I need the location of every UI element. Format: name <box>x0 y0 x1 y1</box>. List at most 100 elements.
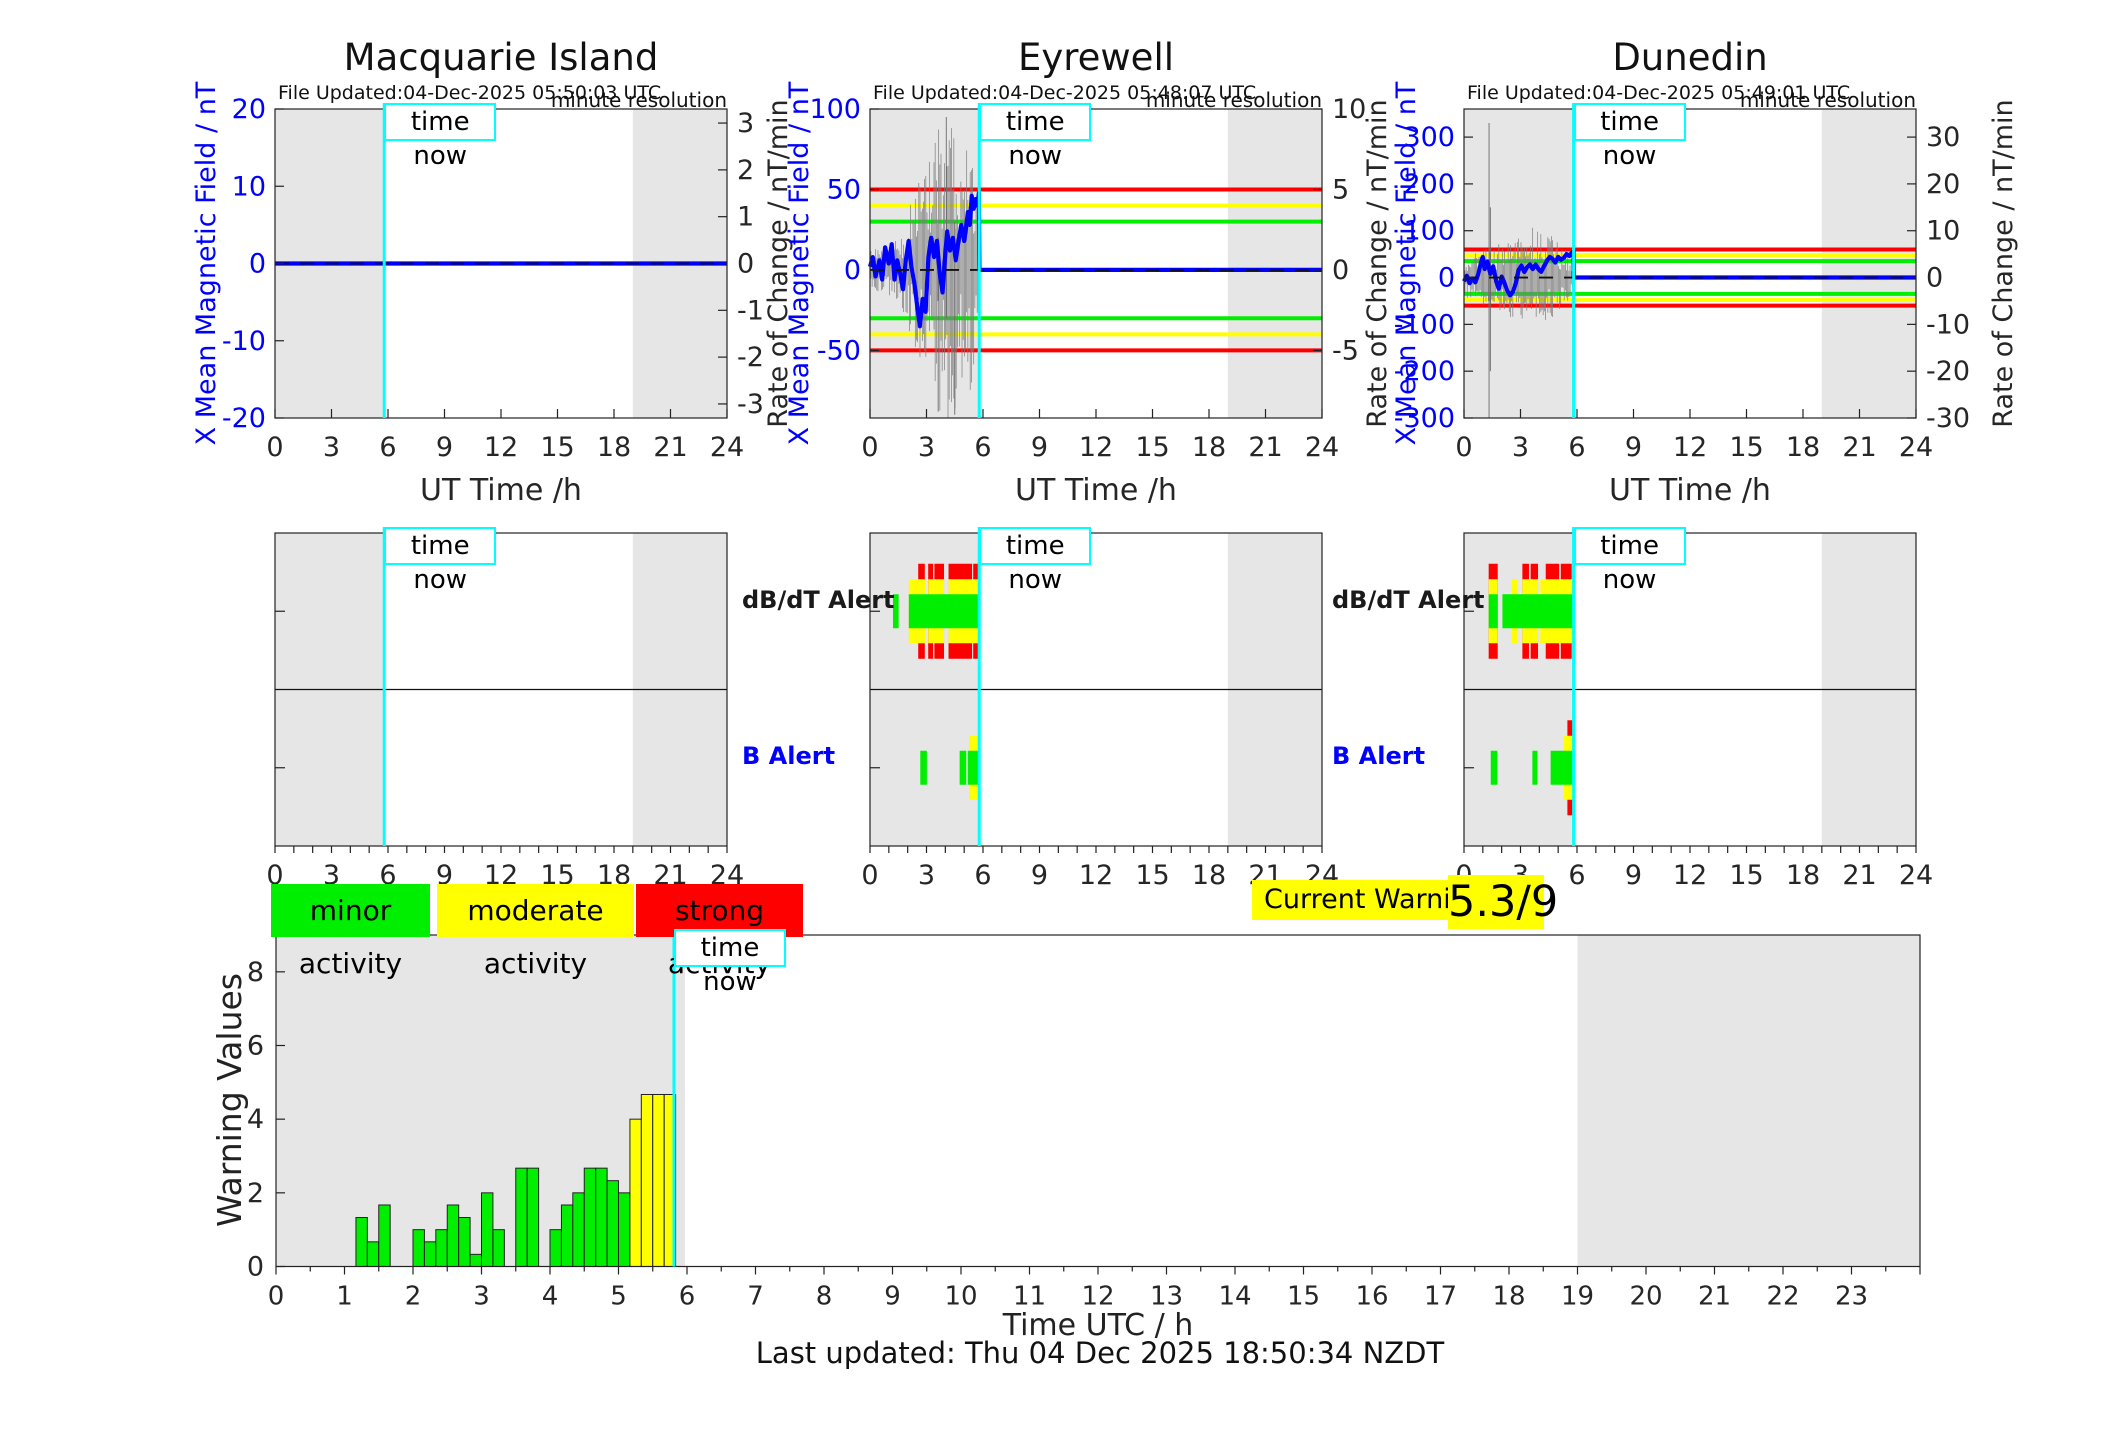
x-tick-label: 24 <box>1305 432 1339 463</box>
x-tick-label: 2 <box>405 1282 422 1312</box>
station-title-eyrewell: Eyrewell <box>1017 36 1175 79</box>
x-tick-label: 3 <box>323 860 340 891</box>
x-tick-label: 0 <box>861 860 878 891</box>
warning-value-bar <box>435 1229 448 1267</box>
x-tick-label: 20 <box>1629 1282 1662 1312</box>
left-axis-tick-label: 100 <box>1403 216 1455 247</box>
x-tick-label: 0 <box>266 860 283 891</box>
warning-value-bar <box>458 1217 471 1268</box>
x-tick-label: 12 <box>484 432 518 463</box>
x-tick-label: 0 <box>266 432 283 463</box>
x-tick-label: 3 <box>473 1282 490 1312</box>
right-axis-tick-label: -2 <box>737 342 764 373</box>
left-axis-tick-label: -200 <box>1394 356 1455 387</box>
x-tick-label: 6 <box>1568 432 1585 463</box>
right-axis-tick-label: 10 <box>1332 94 1366 125</box>
y-tick-label: 0 <box>247 1252 264 1283</box>
x-tick-label: 6 <box>679 1282 696 1312</box>
x-tick-label: 15 <box>1135 432 1169 463</box>
x-tick-label: 24 <box>1899 432 1933 463</box>
x-tick-label: 15 <box>1729 432 1763 463</box>
file-updated-macquarie: File Updated:04-Dec-2025 05:50:03 UTC <box>278 82 662 104</box>
x-tick-label: 18 <box>1786 860 1820 891</box>
left-axis-tick-label: 0 <box>249 249 266 280</box>
resolution-note-dunedin: minute resolution <box>1739 88 1916 112</box>
x-axis-label: UT Time /h <box>420 473 582 508</box>
file-updated-dunedin: File Updated:04-Dec-2025 05:49:01 UTC <box>1467 82 1851 104</box>
x-tick-label: 6 <box>1568 860 1585 891</box>
time-now-flag: time now <box>1573 527 1686 595</box>
legend-minor-activity: minor activity <box>271 884 430 980</box>
resolution-note-macquarie: minute resolution <box>550 88 727 112</box>
x-tick-label: 12 <box>1673 432 1707 463</box>
left-axis-tick-label: 200 <box>1403 169 1455 200</box>
warning-value-bar <box>583 1167 597 1268</box>
x-tick-label: 5 <box>610 1282 627 1312</box>
left-axis-tick-label: 10 <box>232 171 266 202</box>
left-axis-label: X Mean Magnetic Field / nT <box>191 81 222 445</box>
x-tick-label: 6 <box>379 432 396 463</box>
resolution-note-eyrewell: minute resolution <box>1145 88 1322 112</box>
b-green-alert-interval <box>959 750 967 785</box>
warning-value-bar <box>446 1204 460 1267</box>
warning-value-bar <box>355 1217 368 1268</box>
x-tick-label: 24 <box>1899 860 1933 891</box>
time-utc-axis-label: Time UTC / h <box>1002 1308 1194 1343</box>
b-alert-label-2: B Alert <box>1332 742 1426 770</box>
b-green-alert-interval <box>1550 750 1576 785</box>
x-tick-label: 0 <box>861 432 878 463</box>
file-updated-eyrewell: File Updated:04-Dec-2025 05:48:07 UTC <box>873 82 1257 104</box>
x-tick-label: 15 <box>1729 860 1763 891</box>
legend-moderate-activity: moderate activity <box>437 884 634 980</box>
warning-value-bar <box>515 1167 528 1268</box>
right-axis-tick-label: -20 <box>1926 356 1970 387</box>
left-axis-tick-label: -50 <box>817 335 861 366</box>
x-tick-label: 9 <box>1625 860 1642 891</box>
right-axis-tick-label: 3 <box>737 108 754 139</box>
warning-value-bar <box>640 1093 654 1267</box>
x-tick-label: 9 <box>1625 432 1642 463</box>
right-axis-tick-label: 0 <box>1926 263 1943 294</box>
time-now-flag: time now <box>384 103 497 171</box>
off-hours-shading <box>1577 935 1920 1267</box>
warning-value-bar <box>652 1093 665 1267</box>
x-axis-label: UT Time /h <box>1015 473 1177 508</box>
left-axis-tick-label: 0 <box>844 255 861 286</box>
right-axis-tick-label: 0 <box>1332 255 1349 286</box>
x-tick-label: 6 <box>974 432 991 463</box>
x-tick-label: 12 <box>1081 1282 1114 1312</box>
x-tick-label: 9 <box>436 860 453 891</box>
off-hours-shading <box>1227 109 1322 418</box>
x-tick-label: 18 <box>1492 1282 1525 1312</box>
x-tick-label: 7 <box>747 1282 764 1312</box>
x-tick-label: 0 <box>1455 432 1472 463</box>
warning-value-bar <box>481 1192 494 1268</box>
warning-value-bar <box>629 1118 642 1267</box>
x-tick-label: 18 <box>597 432 631 463</box>
dbdt-alert-label-1: dB/dT Alert <box>742 586 895 614</box>
right-axis-tick-label: 5 <box>1332 174 1349 205</box>
y-tick-label: 4 <box>247 1104 264 1135</box>
right-axis-label: Rate of Change / nT/min <box>763 99 794 427</box>
right-axis-tick-label: 1 <box>737 202 754 233</box>
x-tick-label: 23 <box>1835 1282 1868 1312</box>
x-tick-label: 3 <box>918 432 935 463</box>
warning-value-bar <box>618 1192 631 1268</box>
b-green-alert-interval <box>1490 750 1498 785</box>
x-tick-label: 21 <box>1842 860 1876 891</box>
right-axis-tick-label: -3 <box>737 389 764 420</box>
left-axis-label: X Mean Magnetic Field / nT <box>1391 81 1422 445</box>
right-axis-tick-label: -1 <box>737 295 764 326</box>
x-tick-label: 15 <box>540 432 574 463</box>
left-axis-tick-label: 300 <box>1403 122 1455 153</box>
dbdt-alert-label-2: dB/dT Alert <box>1332 586 1485 614</box>
x-mean-field-line <box>867 190 1322 329</box>
x-tick-label: 9 <box>1031 860 1048 891</box>
warning-value-bar <box>492 1229 505 1267</box>
x-tick-label: 24 <box>710 432 744 463</box>
warning-value-bar <box>595 1167 608 1268</box>
warning-value-bar <box>378 1204 391 1267</box>
x-tick-label: 21 <box>653 432 687 463</box>
warning-value-bar <box>366 1241 380 1267</box>
left-axis-tick-label: 100 <box>809 94 861 125</box>
